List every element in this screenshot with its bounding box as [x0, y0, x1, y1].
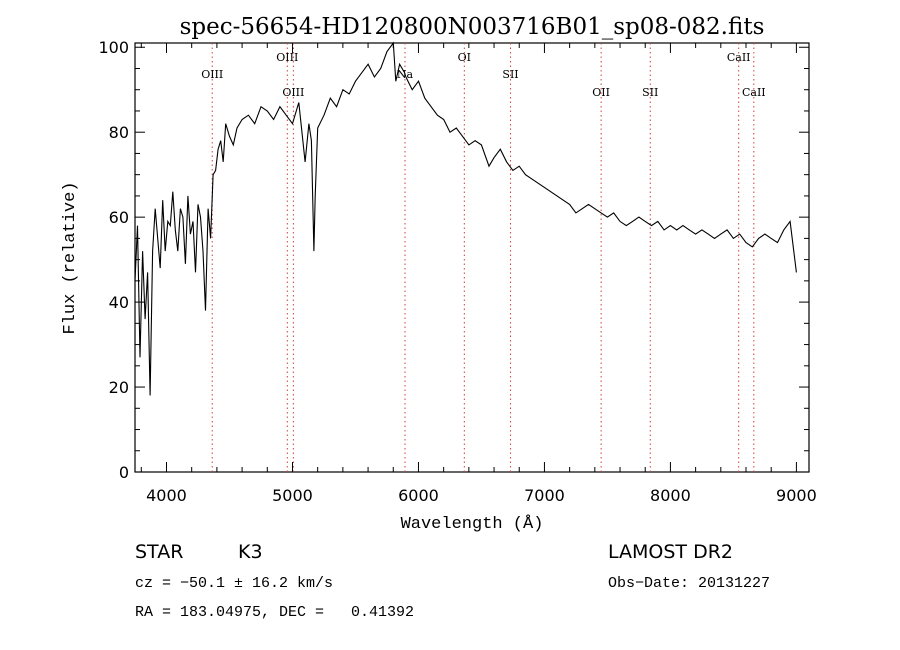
x-tick-label: 5000 [272, 486, 313, 505]
line-marker-label: SII [642, 86, 658, 99]
x-axis-label: Wavelength (Å) [401, 515, 544, 534]
redshift-text: cz = −50.1 ± 16.2 km/s [135, 575, 334, 592]
survey-name: LAMOST DR2 [608, 541, 733, 563]
plot-frame [134, 42, 810, 473]
line-marker-label: SII [502, 68, 518, 81]
obs-date-text: Obs−Date: 20131227 [608, 575, 771, 592]
y-tick-label: 40 [109, 293, 129, 312]
x-tick-label: 6000 [398, 486, 439, 505]
x-tick-label: 7000 [524, 486, 565, 505]
axes: 4000 5000 6000 7000 8000 9000 0 20 40 60 80 100 [98, 38, 816, 505]
line-marker-label: OIII [276, 51, 298, 64]
series-layer [134, 41, 797, 396]
object-subclass: K3 [238, 541, 263, 563]
y-tick-label: 100 [98, 38, 129, 57]
y-tick-label: 80 [109, 123, 129, 142]
object-class: STAR [135, 541, 184, 563]
line-marker-label: OIII [282, 86, 304, 99]
y-axis-label: Flux (relative) [61, 181, 80, 334]
line-marker-label: OI [458, 51, 471, 64]
x-tick-label: 8000 [650, 486, 691, 505]
x-tick-label: 4000 [146, 486, 187, 505]
line-marker-label: CaII [742, 86, 766, 99]
x-tick-label: 9000 [776, 486, 817, 505]
y-tick-label: 20 [109, 378, 129, 397]
spectrum-line [134, 41, 797, 396]
line-marker-label: OII [592, 86, 610, 99]
y-tick-label: 60 [109, 208, 129, 227]
coordinates-text: RA = 183.04975, DEC = 0.41392 [135, 604, 415, 621]
y-tick-label: 0 [119, 463, 129, 482]
chart-title: spec-56654-HD120800N003716B01_sp08-082.f… [180, 14, 765, 40]
line-marker-label: OIII [201, 68, 223, 81]
line-marker-label: CaII [727, 51, 751, 64]
